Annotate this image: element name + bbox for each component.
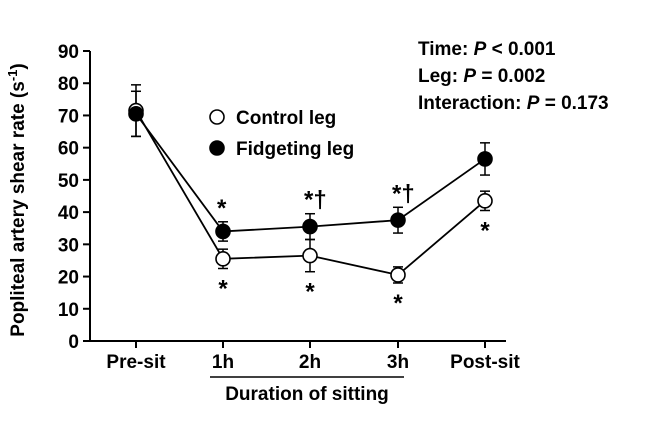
x-axis-title-group: Duration of sitting [210, 376, 404, 405]
y-tick-label: 50 [58, 171, 79, 192]
stats-block: Time: P < 0.001 Leg: P = 0.002 Interaction… [418, 39, 609, 114]
control-leg-point [390, 267, 406, 283]
significance-mark-above: *† [392, 180, 415, 207]
x-tick-label: 1h [212, 352, 234, 373]
stats-p-symbol: P [474, 39, 487, 60]
stats-line: Leg: P = 0.002 [418, 66, 545, 87]
stats-label: Leg: [418, 66, 463, 87]
significance-mark-above: *† [304, 187, 327, 214]
stats-label: Time: [418, 39, 474, 60]
y-tick-label: 20 [58, 268, 79, 289]
significance-annotations: * * * * * *† *† [217, 180, 490, 317]
y-tick-label: 0 [68, 332, 79, 353]
y-axis-title-superscript: -1 [5, 70, 20, 82]
significance-mark-below: * [393, 290, 403, 317]
stats-p-symbol: P [463, 66, 476, 87]
control-leg-point [215, 251, 231, 267]
significance-mark-below: * [305, 279, 315, 306]
legend: Control leg Fidgeting leg [209, 108, 354, 160]
legend-label: Control leg [236, 108, 336, 129]
stats-line: Time: P < 0.001 [418, 39, 556, 60]
significance-mark-below: * [480, 218, 490, 245]
y-tick-label: 90 [58, 42, 79, 63]
y-tick-label: 70 [58, 106, 79, 127]
x-axis-title: Duration of sitting [225, 384, 389, 405]
control-leg-point [302, 247, 318, 264]
y-tick-label: 60 [58, 139, 79, 160]
fidgeting-leg-point [128, 106, 144, 122]
control-leg-point [477, 193, 493, 209]
x-tick-label: Pre-sit [106, 352, 166, 373]
fidgeting-leg-point [302, 218, 318, 235]
x-tick-label: Post-sit [450, 352, 520, 373]
x-tick-label: 3h [387, 352, 409, 373]
significance-mark-above: * [217, 195, 227, 222]
legend-marker-fidgeting [209, 140, 225, 156]
stats-value: < 0.001 [486, 39, 556, 60]
significance-mark-below: * [218, 276, 228, 303]
legend-label: Fidgeting leg [236, 139, 354, 160]
y-tick-label: 10 [58, 300, 79, 321]
data-points [128, 102, 493, 283]
stats-line: Interaction: P = 0.173 [418, 93, 609, 114]
stats-label: Interaction: [418, 93, 527, 114]
y-axis-title: Popliteal artery shear rate (s-1) [5, 63, 29, 336]
y-axis-title-main: Popliteal artery shear rate (s [8, 81, 29, 337]
stats-value: = 0.002 [476, 66, 545, 87]
fidgeting-leg-point [477, 151, 493, 167]
y-axis-title-close: ) [8, 63, 29, 69]
y-tick-label: 80 [58, 74, 79, 95]
legend-marker-control [209, 109, 225, 125]
stats-value: = 0.173 [539, 93, 608, 114]
axes: 0 10 20 30 40 50 60 70 80 90 Pre-sit 1h 2h 3h Post-sit [58, 42, 521, 373]
x-tick-label: 2h [299, 352, 321, 373]
fidgeting-leg-point [390, 212, 406, 228]
y-tick-label: 30 [58, 235, 79, 256]
y-tick-label: 40 [58, 203, 79, 224]
fidgeting-leg-point [215, 223, 231, 240]
stats-p-symbol: P [527, 93, 540, 114]
